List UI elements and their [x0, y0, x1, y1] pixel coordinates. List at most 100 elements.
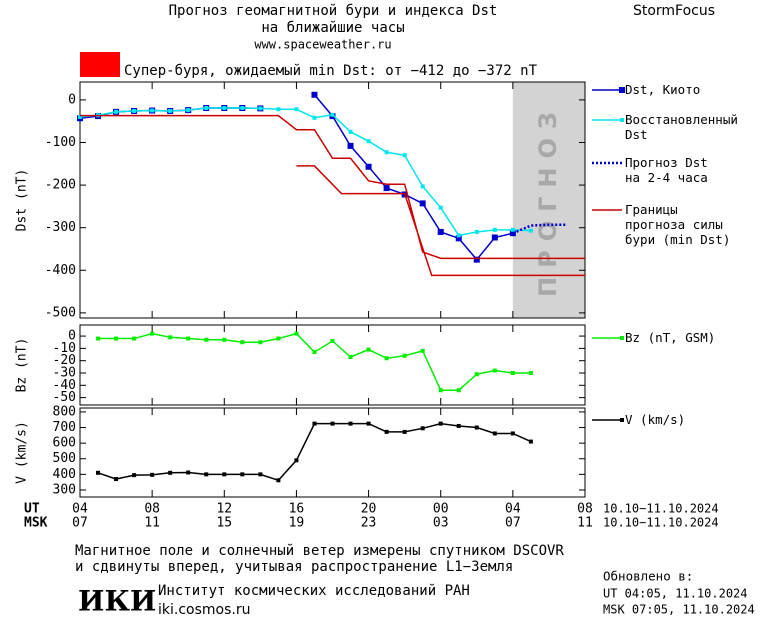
- data-point: [402, 429, 407, 434]
- legend-label: V (km/s): [625, 412, 686, 427]
- data-point: [240, 340, 245, 345]
- data-point: [420, 426, 425, 431]
- data-point: [402, 153, 407, 158]
- y-tick-label: 700: [53, 420, 76, 435]
- data-point: [204, 105, 209, 110]
- legend-marker: [620, 118, 624, 122]
- updated-ut: UT 04:05, 11.10.2024: [603, 587, 748, 601]
- data-point: [474, 229, 479, 234]
- date-range: 10.10−11.10.2024: [603, 516, 719, 530]
- data-point: [132, 473, 137, 478]
- data-point: [438, 205, 443, 210]
- y-tick-label: -50: [53, 390, 76, 405]
- title: на ближайшие часы: [261, 20, 404, 36]
- y-tick-label: -200: [45, 178, 76, 193]
- data-point: [222, 337, 227, 342]
- data-point: [258, 340, 263, 345]
- data-point: [204, 472, 209, 477]
- data-point: [348, 355, 353, 359]
- data-point: [168, 108, 173, 113]
- data-point: [456, 233, 461, 238]
- data-point: [366, 347, 371, 352]
- data-point: [186, 336, 191, 341]
- forecast-zone: [512, 82, 585, 318]
- data-point: [348, 129, 353, 134]
- date-range: 10.10−11.10.2024: [603, 502, 719, 516]
- data-point: [132, 336, 137, 341]
- data-point: [473, 256, 480, 263]
- alert-swatch: [80, 52, 120, 77]
- data-point: [114, 477, 119, 482]
- y-tick-label: -300: [45, 220, 76, 235]
- data-point: [402, 353, 407, 358]
- y-tick-label: 500: [53, 451, 76, 466]
- x-tick-label-ut: 16: [289, 502, 305, 517]
- data-point: [330, 112, 335, 117]
- data-point: [528, 371, 533, 375]
- data-point: [168, 470, 173, 475]
- series-line: [80, 114, 585, 277]
- x-tick-label-ut: 04: [72, 502, 88, 517]
- y-tick-label: -30: [53, 366, 76, 381]
- data-point: [312, 421, 317, 426]
- data-point: [258, 106, 263, 111]
- data-point: [258, 472, 263, 477]
- ut-label: UT: [24, 502, 40, 517]
- data-point: [240, 472, 245, 477]
- plot-frame: [79, 324, 586, 406]
- data-point: [312, 115, 317, 120]
- data-point: [366, 139, 371, 144]
- data-point: [347, 142, 354, 149]
- data-point: [168, 335, 173, 340]
- y-tick-label: -400: [45, 263, 76, 278]
- data-point: [114, 336, 119, 341]
- institute: Институт космических исследований РАН: [158, 583, 470, 599]
- series-line: [512, 223, 567, 235]
- forecast-label: ПРОГНОЗ: [534, 103, 562, 297]
- data-point: [384, 356, 389, 361]
- data-point: [294, 331, 299, 336]
- data-point: [204, 337, 209, 342]
- y-tick-label: 0: [68, 329, 76, 344]
- data-point: [311, 91, 318, 98]
- legend-label: Bz (nT, GSM): [625, 330, 716, 345]
- x-tick-label-ut: 12: [216, 502, 232, 517]
- y-tick-label: -40: [53, 378, 76, 393]
- legend-label: Dst, Киото: [625, 82, 701, 97]
- data-point: [419, 200, 426, 207]
- x-tick-label-msk: 19: [289, 516, 305, 531]
- y-tick-label: -500: [45, 305, 76, 320]
- y-tick-label: -20: [53, 353, 76, 368]
- legend-label: Восстановленный Dst: [625, 112, 738, 142]
- data-point: [510, 371, 515, 375]
- y-tick-label: 400: [53, 467, 76, 482]
- y-tick-label: 300: [53, 482, 76, 497]
- updated-msk: MSK 07:05, 11.10.2024: [603, 603, 755, 617]
- data-point: [240, 105, 245, 110]
- data-point: [150, 331, 155, 336]
- data-point: [438, 388, 443, 393]
- data-point: [150, 108, 155, 113]
- data-point: [312, 350, 317, 355]
- data-point: [474, 425, 479, 430]
- x-tick-label-msk: 11: [577, 516, 593, 531]
- x-tick-label-msk: 23: [361, 516, 377, 531]
- data-point: [186, 470, 191, 475]
- series-line: [98, 332, 531, 391]
- updated-label: Обновлено в:: [603, 569, 693, 584]
- data-point: [491, 234, 498, 241]
- legend-marker: [620, 336, 624, 340]
- data-point: [437, 228, 444, 235]
- data-point: [384, 150, 389, 155]
- x-tick-label-ut: 08: [577, 502, 593, 517]
- y-tick-label: 600: [53, 436, 76, 451]
- brand: StormFocus: [633, 3, 715, 19]
- x-tick-label-ut: 04: [505, 502, 521, 517]
- logo: ИКИ: [78, 585, 156, 618]
- data-point: [78, 114, 82, 119]
- y-axis-label: V (km/s): [15, 421, 30, 484]
- data-point: [186, 108, 191, 113]
- y-tick-label: 0: [68, 92, 76, 107]
- x-tick-label-ut: 00: [433, 502, 449, 517]
